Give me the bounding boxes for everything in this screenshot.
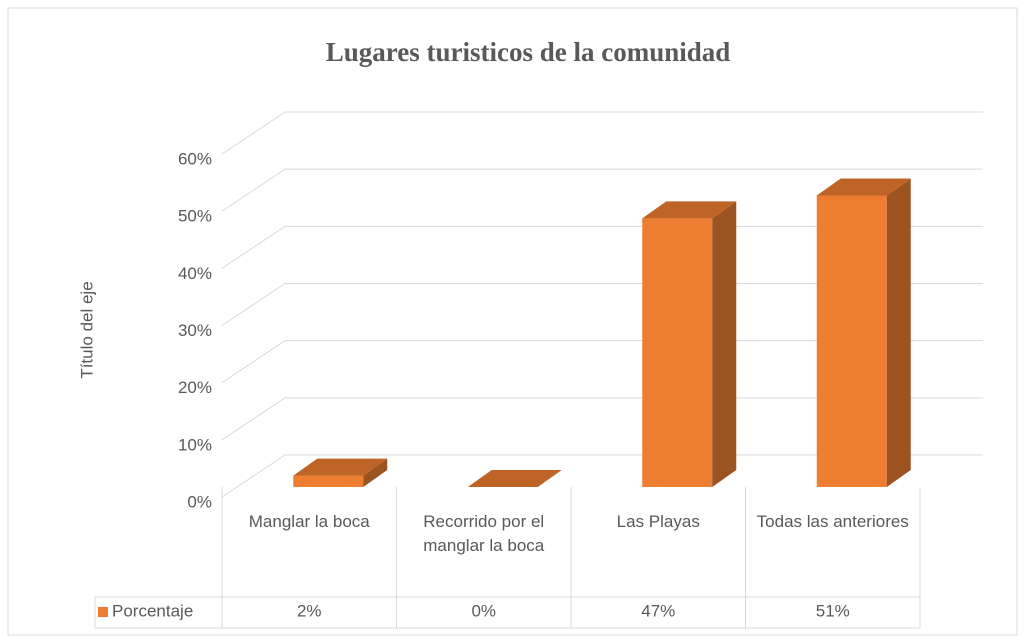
y-tick-label: 50%	[178, 207, 212, 226]
x-tick-label: Todas las anteriores	[756, 512, 909, 531]
bar-side	[886, 178, 911, 487]
grid-line	[221, 283, 983, 326]
bar-side	[363, 458, 388, 487]
x-tick-label: Recorrido por el manglar la boca	[423, 512, 545, 555]
y-tick-label: 30%	[178, 321, 212, 340]
grid-line	[221, 168, 983, 212]
data-label: 2%	[297, 601, 322, 620]
y-tick-label: 20%	[178, 378, 212, 397]
grid-line	[221, 111, 983, 155]
chart-title: Lugares turisticos de la comunidad	[326, 37, 731, 67]
grid-line	[221, 225, 983, 269]
legend-swatch	[98, 607, 108, 617]
y-tick-label: 10%	[178, 435, 212, 454]
y-tick-label: 40%	[178, 264, 212, 283]
x-tick-label: Manglar la boca	[248, 512, 370, 531]
data-label: 51%	[816, 601, 850, 620]
bar-top	[816, 178, 911, 196]
bar-top	[467, 470, 562, 487]
data-label: 0%	[471, 601, 496, 620]
bar-side	[712, 201, 737, 488]
y-axis-title: Título del eje	[77, 281, 96, 378]
data-label: 47%	[641, 601, 675, 620]
legend-label: Porcentaje	[112, 601, 193, 620]
bar-top	[642, 201, 737, 219]
bar-top	[293, 458, 388, 476]
grid-line	[221, 454, 983, 498]
bar-front	[293, 475, 364, 487]
grid-line	[221, 340, 983, 384]
y-tick-label: 0%	[187, 492, 212, 511]
x-tick-label: Las Playas	[616, 512, 700, 531]
bar-front	[816, 195, 887, 487]
bar-front	[642, 218, 713, 488]
y-tick-label: 60%	[178, 149, 212, 168]
grid-line	[221, 397, 983, 441]
